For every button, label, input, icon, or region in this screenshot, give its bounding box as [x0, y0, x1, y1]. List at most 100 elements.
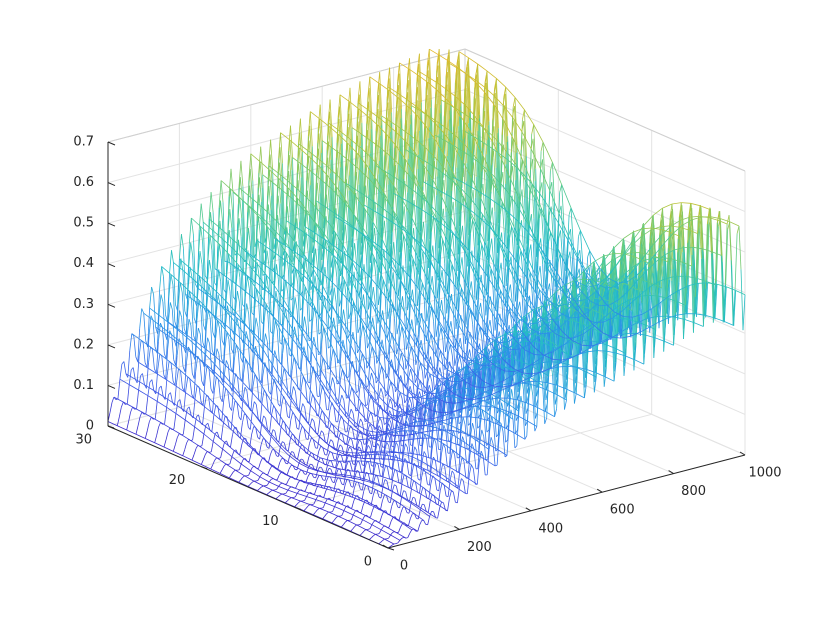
mesh-segment — [315, 461, 319, 470]
mesh-segment — [576, 268, 580, 276]
mesh-segment — [406, 356, 410, 383]
mesh-segment — [489, 320, 493, 335]
mesh-segment — [330, 439, 333, 442]
mesh-segment — [191, 300, 194, 336]
mesh-segment — [486, 154, 490, 227]
mesh-segment — [440, 208, 444, 226]
mesh-segment — [434, 161, 437, 196]
mesh-segment — [310, 394, 313, 404]
mesh-segment — [272, 429, 276, 432]
mesh-segment — [251, 361, 254, 392]
mesh-segment — [452, 149, 455, 167]
mesh-segment — [356, 409, 360, 427]
mesh-segment — [447, 142, 451, 219]
mesh-segment — [227, 390, 231, 408]
mesh-segment — [238, 239, 241, 257]
mesh-segment — [182, 419, 186, 435]
mesh-segment — [344, 224, 348, 248]
mesh-segment — [375, 178, 378, 208]
mesh-segment — [457, 151, 460, 227]
mesh-segment — [370, 140, 373, 221]
mesh-segment — [290, 315, 294, 357]
mesh-segment — [404, 181, 408, 212]
mesh-segment — [289, 228, 292, 287]
mesh-segment — [178, 258, 182, 282]
mesh-segment — [265, 333, 268, 342]
mesh-segment — [391, 484, 395, 492]
mesh-segment — [443, 289, 447, 333]
mesh-segment — [327, 410, 331, 428]
mesh-segment — [266, 186, 270, 212]
mesh-segment — [246, 474, 249, 477]
mesh-segment — [127, 350, 131, 378]
mesh-segment — [281, 368, 285, 382]
mesh-segment — [270, 449, 273, 455]
mesh-segment — [289, 140, 293, 171]
mesh-segment — [176, 368, 179, 383]
mesh-segment — [433, 104, 437, 123]
mesh-segment — [507, 238, 510, 283]
mesh-segment — [567, 251, 571, 260]
mesh-segment — [165, 348, 169, 380]
mesh-segment — [278, 428, 282, 443]
mesh-segment — [149, 286, 152, 309]
mesh-segment — [416, 450, 420, 467]
mesh-segment — [508, 284, 511, 295]
mesh-segment — [317, 104, 321, 129]
mesh-segment — [432, 161, 435, 180]
mesh-segment — [347, 333, 351, 339]
mesh-segment — [406, 317, 410, 330]
mesh-segment — [371, 346, 375, 357]
mesh-segment — [213, 405, 217, 416]
mesh-segment — [431, 276, 435, 296]
mesh-segment — [436, 300, 440, 318]
mesh-segment — [455, 109, 458, 152]
mesh-segment — [180, 342, 184, 367]
mesh-segment — [212, 433, 216, 442]
mesh-segment — [365, 164, 369, 196]
mesh-segment — [203, 329, 207, 367]
mesh-segment — [185, 376, 189, 391]
mesh-segment — [307, 425, 311, 440]
mesh-segment — [218, 244, 222, 259]
mesh-segment — [506, 234, 510, 267]
mesh-segment — [262, 296, 265, 343]
mesh-segment — [261, 389, 265, 401]
mesh-segment — [460, 225, 463, 241]
mesh-segment — [217, 294, 221, 305]
mesh-segment — [447, 305, 450, 341]
mesh-segment — [468, 123, 471, 201]
mesh-segment — [512, 106, 515, 118]
mesh-segment — [354, 152, 358, 176]
mesh-segment — [375, 379, 379, 384]
mesh-segment — [350, 528, 353, 532]
mesh-segment — [269, 154, 273, 183]
mesh-segment — [335, 468, 339, 475]
mesh-segment — [492, 177, 496, 212]
mesh-segment — [302, 151, 305, 227]
mesh-segment — [300, 307, 303, 311]
mesh-segment — [516, 319, 520, 328]
mesh-segment — [381, 409, 385, 425]
mesh-segment — [345, 127, 349, 151]
mesh-segment — [316, 182, 320, 210]
mesh-segment — [472, 189, 476, 222]
mesh-segment — [493, 263, 497, 311]
mesh-segment — [174, 437, 178, 445]
mesh-segment — [405, 258, 408, 311]
mesh-segment — [240, 236, 244, 290]
mesh-segment — [251, 401, 255, 412]
mesh-segment — [490, 177, 494, 193]
mesh-segment — [109, 402, 113, 413]
mesh-segment — [287, 206, 290, 229]
mesh-segment — [537, 266, 541, 276]
grid-line — [294, 413, 652, 508]
mesh-segment — [397, 279, 401, 297]
mesh-segment — [324, 513, 327, 517]
mesh-segment — [524, 179, 528, 244]
mesh-segment — [431, 215, 434, 233]
mesh-segment — [414, 446, 418, 451]
mesh-segment — [478, 274, 482, 287]
mesh-segment — [397, 392, 401, 401]
mesh-segment — [418, 64, 422, 112]
